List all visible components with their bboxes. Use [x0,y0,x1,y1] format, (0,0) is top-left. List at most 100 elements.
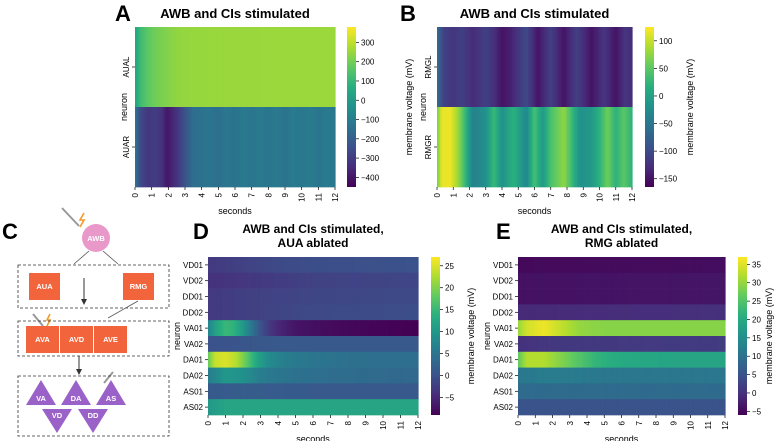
heatmap-cell [360,383,363,400]
heatmap-cell [467,27,471,108]
heatmap-cell [623,383,626,400]
heatmap-cell [671,399,674,416]
heatmap-cell [276,27,279,108]
heatmap-cell [699,351,702,368]
heatmap-cell [393,399,396,416]
heatmap-cell [383,320,386,337]
heatmap-cell [236,27,239,108]
connection-line [107,300,139,319]
heatmap-cell [365,399,368,416]
heatmap-cell [569,367,573,384]
heatmap-cell [640,383,643,400]
heatmap-cell [630,257,633,274]
heatmap-cell [220,257,223,274]
x-tick-label: 1 [449,192,458,197]
heatmap-cell [264,383,267,400]
heatmap-cell [265,27,268,108]
heatmap-cell [622,27,625,108]
heatmap-cell [706,399,709,416]
heatmap-cell [400,304,403,321]
heatmap-cell [456,107,459,188]
heatmap-cell [412,367,416,384]
heatmap-cell [711,367,714,384]
heatmap-cell [170,107,173,188]
heatmap-cell [576,383,579,400]
heatmap-cell [661,351,664,368]
heatmap-cell [718,257,721,274]
heatmap-cell [148,107,151,188]
heatmap-cell [583,257,586,274]
heatmap-cell [552,27,555,108]
heatmap-cell [600,288,604,305]
heatmap-cell [687,320,690,337]
heatmap-cell [381,320,384,337]
heatmap-cell [260,272,263,289]
heatmap-cell [314,320,318,337]
heatmap-cell [683,367,686,384]
heatmap-cell [286,257,290,274]
heatmap-cell [640,367,643,384]
colorbar [738,257,747,415]
heatmap-cell [384,320,388,337]
heatmap-cell [351,257,354,274]
heatmap-cell [213,288,216,305]
heatmap-cell [590,304,593,321]
heatmap-cell [659,351,662,368]
heatmap-cell [685,257,688,274]
heatmap-cell [185,107,188,188]
panel-label-c: C [2,219,18,244]
heatmap-cell [690,257,693,274]
heatmap-cell [381,383,384,400]
heatmap-cell [163,107,166,188]
heatmap-cell [237,383,241,400]
heatmap-cell [398,257,402,274]
heatmap-cell [550,272,554,289]
heatmap-cell [309,320,312,337]
heatmap-cell [643,257,647,274]
heatmap-row [518,257,726,274]
heatmap-cell [588,367,592,384]
heatmap-cell [320,336,323,353]
heatmap-cell [232,336,235,353]
heatmap-cell [290,383,293,400]
heatmap-cell [268,107,271,188]
heatmap-cell [339,367,342,384]
heatmap-cell [298,107,301,188]
heatmap-cell [633,399,636,416]
heatmap-cell [619,336,623,353]
heatmap-cell [605,320,609,337]
heatmap-cell [545,399,548,416]
heatmap-cell [325,257,328,274]
heatmap-cell [562,107,565,188]
heatmap-cell [687,272,690,289]
heatmap-cell [540,272,543,289]
heatmap-cell [668,399,671,416]
heatmap-cell [578,367,581,384]
heatmap-cell [379,367,382,384]
heatmap-cell [290,399,293,416]
heatmap-cell [330,288,333,305]
heatmap-cell [264,272,267,289]
heatmap-cell [405,304,409,321]
heatmap-cell [390,304,393,321]
heatmap-cell [697,399,700,416]
heatmap-cell [561,351,564,368]
heatmap-cell [554,320,557,337]
heatmap-cell [285,383,288,400]
heatmap-cell [191,27,194,108]
heatmap-cell [623,367,626,384]
heatmap-cell [302,304,305,321]
heatmap-cell [397,336,400,353]
heatmap-cell [264,257,267,274]
heatmap-cell [307,367,311,384]
heatmap-cell [237,304,241,321]
colorbar-tick-label: 300 [361,38,375,47]
heatmap-cell [620,27,623,108]
colorbar-tick-label: 100 [361,77,375,86]
heatmap-cell [215,320,218,337]
heatmap-cell [305,27,308,108]
heatmap-cell [585,288,588,305]
heatmap-cell [241,257,244,274]
heatmap-cell [181,107,184,188]
heatmap-cell [709,336,712,353]
